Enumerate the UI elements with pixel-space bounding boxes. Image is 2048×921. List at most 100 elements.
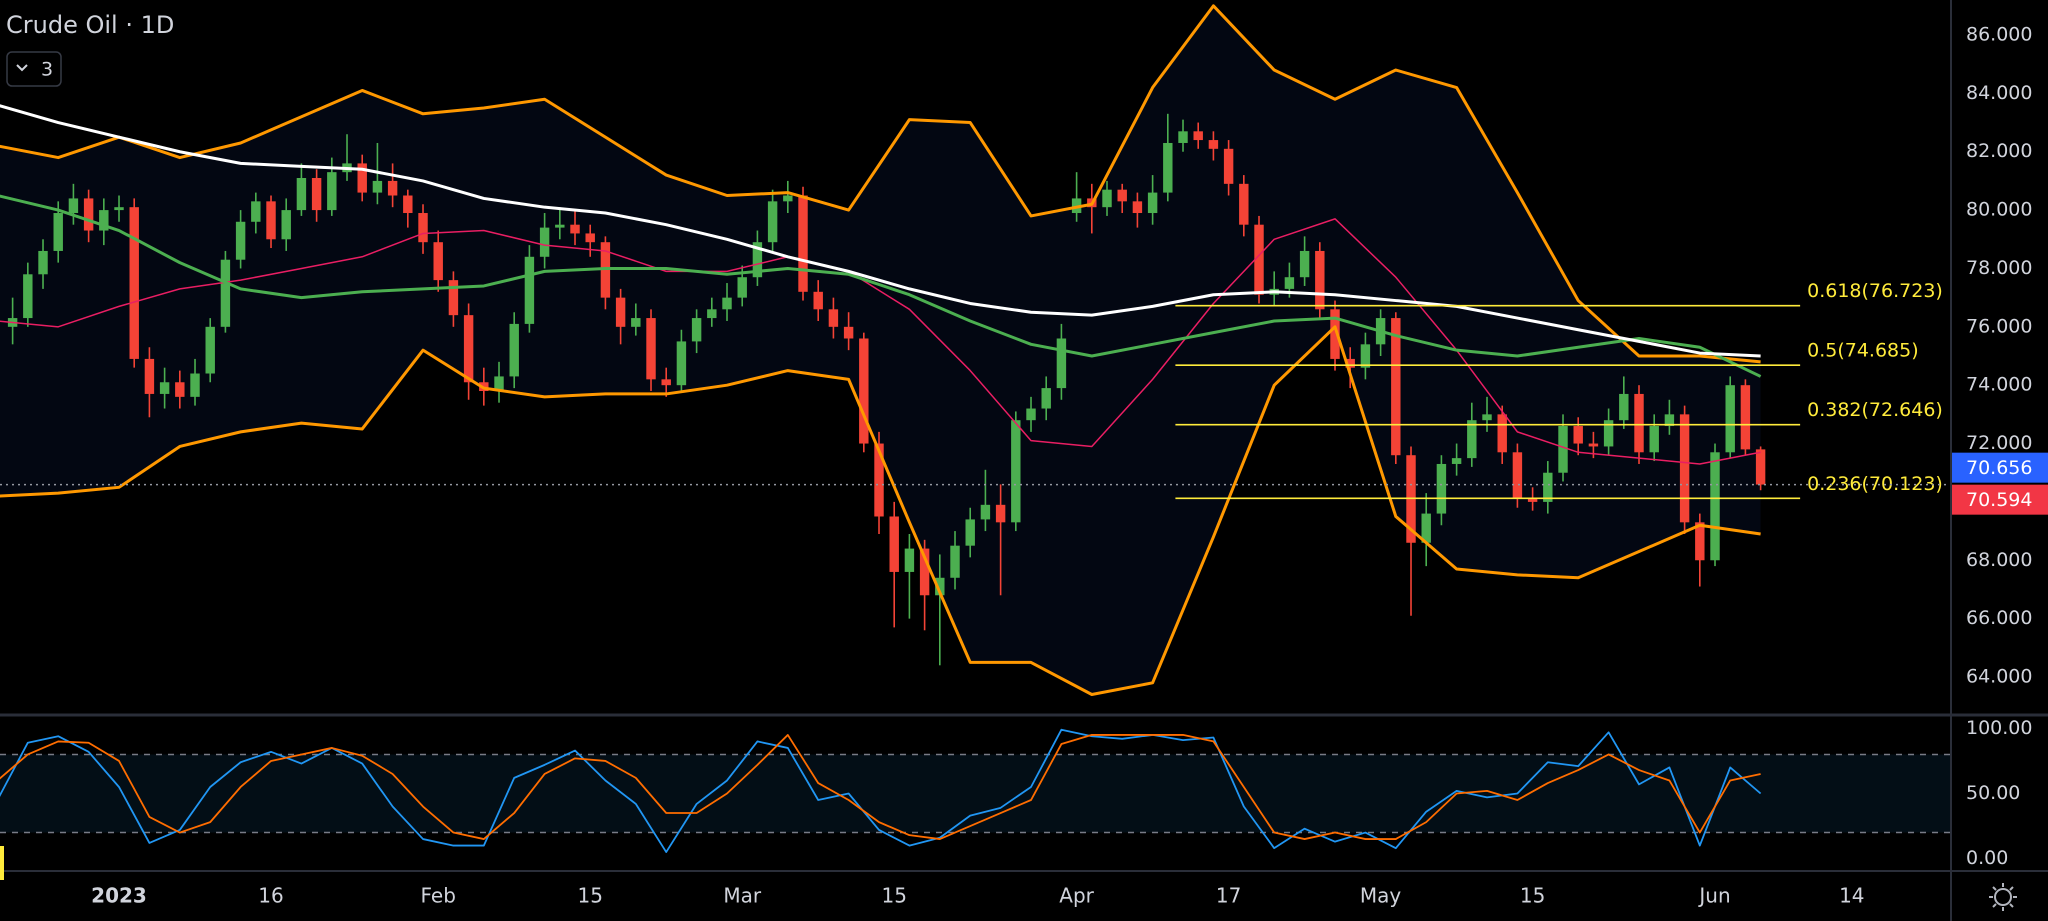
candle-body	[403, 195, 413, 214]
candle-body	[327, 172, 337, 211]
pane-marker	[0, 846, 4, 880]
y-tick-label: 68.000	[1966, 549, 2032, 571]
x-tick-label: Apr	[1059, 884, 1094, 908]
candle-body	[935, 577, 945, 596]
candle-body	[1208, 140, 1219, 149]
candle-body	[570, 224, 580, 234]
price-tag	[1952, 452, 2048, 483]
price-tag-label: 70.594	[1966, 489, 2032, 511]
osc-tick-label: 0.00	[1966, 847, 2008, 869]
candle-body	[114, 207, 124, 211]
y-tick-label: 80.000	[1966, 199, 2032, 221]
candle-body	[1254, 224, 1264, 295]
x-tick-label: Feb	[421, 884, 456, 908]
x-tick-label: 15	[881, 884, 906, 908]
candle-body	[1664, 414, 1675, 427]
candle-body	[1345, 358, 1355, 368]
gear-teeth	[1989, 883, 2017, 911]
candle-body	[767, 201, 778, 243]
candle-body	[555, 224, 565, 228]
candle-body	[828, 309, 839, 327]
candle-body	[220, 259, 231, 327]
candle-body	[1740, 385, 1751, 450]
candle-body	[1011, 420, 1021, 523]
osc-tick-label: 100.00	[1966, 717, 2032, 739]
candle-body	[1102, 189, 1112, 208]
candle-body	[296, 178, 307, 211]
fib-label: 0.618(76.723)	[1807, 280, 1943, 302]
settings-icon[interactable]	[1989, 883, 2017, 911]
candle-body	[266, 201, 276, 240]
candle-body	[646, 318, 656, 380]
y-tick-label: 64.000	[1966, 665, 2032, 687]
candle-body	[1649, 426, 1659, 453]
candle-body	[1041, 388, 1051, 409]
osc-tick-label: 50.00	[1966, 782, 2020, 804]
candle-body	[235, 221, 246, 260]
candle-body	[1284, 277, 1295, 289]
candle-body	[631, 318, 641, 327]
candle-body	[190, 373, 200, 397]
oscillator-pane	[0, 728, 1950, 853]
candle-body	[1299, 250, 1310, 278]
x-tick-label: May	[1360, 884, 1402, 908]
candle-body	[1710, 452, 1720, 561]
candle-body	[1178, 131, 1188, 143]
candle-body	[615, 297, 626, 327]
indicator-line	[0, 218, 1761, 465]
candle-body	[463, 315, 474, 383]
candle-body	[1512, 452, 1523, 499]
candle-body	[1436, 463, 1447, 514]
x-tick-label: 15	[1520, 884, 1545, 908]
candle-body	[1147, 192, 1158, 214]
chevron-icon	[16, 64, 28, 72]
candle-body	[144, 358, 155, 394]
candle-body	[1619, 393, 1629, 421]
candle-body	[23, 274, 33, 319]
candle-body	[1467, 420, 1477, 459]
candle-body	[1695, 522, 1705, 561]
gear-ring[interactable]	[1994, 888, 2012, 906]
candle-body	[980, 504, 991, 520]
y-tick-label: 78.000	[1966, 257, 2032, 279]
candle-body	[676, 341, 687, 386]
candle-body	[1573, 426, 1583, 444]
fib-label: 0.5(74.685)	[1807, 340, 1919, 362]
candle-body	[99, 210, 109, 231]
candle-body	[1223, 148, 1234, 184]
button-count: 3	[41, 59, 53, 81]
candle-body	[1527, 498, 1538, 502]
candle-body	[783, 195, 793, 202]
candle-body	[159, 382, 170, 394]
indicator-line	[0, 4, 1761, 364]
candle-body	[950, 545, 960, 578]
candle-body	[1391, 318, 1401, 456]
candle-body	[1497, 414, 1507, 453]
candle-body	[1603, 420, 1614, 447]
indicators-button[interactable]: 3	[6, 51, 62, 87]
indicator-line	[0, 194, 1762, 378]
x-tick-label: Jun	[1697, 884, 1730, 908]
candle-body	[175, 382, 185, 397]
y-tick-label: 86.000	[1966, 24, 2032, 46]
candle-body	[448, 280, 459, 316]
candle-body	[281, 210, 291, 240]
candle-body	[1026, 408, 1036, 421]
y-tick-label: 66.000	[1966, 607, 2032, 629]
button-frame[interactable]	[6, 51, 62, 87]
x-tick-label: 17	[1216, 884, 1241, 908]
candle-body	[1482, 414, 1492, 421]
candle-body	[1315, 250, 1325, 310]
osc-line	[0, 734, 1761, 840]
candle-body	[919, 548, 930, 596]
candle-body	[387, 180, 398, 196]
candle-body	[539, 227, 550, 257]
x-tick-label: 14	[1839, 884, 1864, 908]
x-tick-label: 16	[258, 884, 283, 908]
candle-body	[433, 242, 443, 281]
price-pane: 0.618(76.723) 0.5(74.685) 0.382(72.646) 0.2…	[0, 4, 1950, 696]
candle-body	[205, 326, 215, 374]
